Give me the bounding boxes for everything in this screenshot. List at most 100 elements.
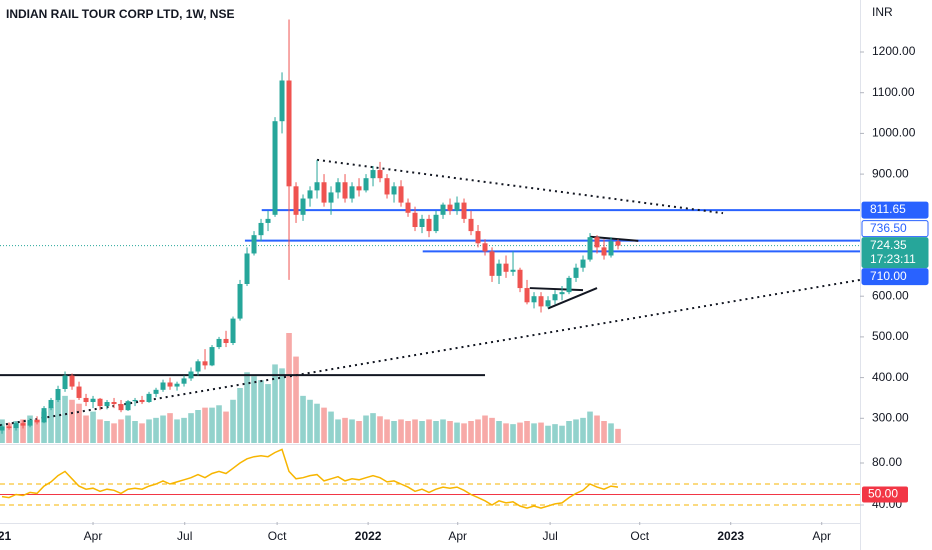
volume-bar: [265, 384, 271, 443]
volume-bar: [314, 403, 320, 443]
candle-body: [475, 231, 481, 244]
volume-bar: [62, 395, 68, 443]
candle-body: [594, 237, 600, 248]
chart-title: INDIAN RAIL TOUR CORP LTD, 1W, NSE: [6, 7, 234, 21]
volume-bar: [188, 413, 194, 443]
candle-body: [76, 386, 82, 398]
candle-body: [510, 269, 516, 272]
volume-bar: [587, 411, 593, 443]
candle-body: [461, 202, 467, 219]
price-pane: [0, 19, 860, 443]
candle-body: [468, 218, 474, 232]
volume-bar: [377, 416, 383, 443]
volume-bar: [223, 411, 229, 443]
rsi-tick-label: 80.00: [872, 455, 902, 469]
candle-body: [202, 361, 208, 366]
volume-bar: [251, 376, 257, 443]
candle-body: [237, 283, 243, 319]
candle-body: [454, 202, 460, 211]
candle-body: [377, 170, 383, 179]
candle-body: [195, 361, 201, 372]
volume-bar: [104, 421, 110, 443]
volume-bar: [517, 422, 523, 443]
volume-bar: [496, 421, 502, 443]
candle-body: [223, 338, 229, 344]
candle-body: [111, 402, 117, 405]
x-tick-label: 2021: [0, 529, 11, 543]
y-tick-label: 900.00: [872, 166, 909, 180]
trend-line: [529, 287, 584, 292]
volume-bar: [237, 388, 243, 443]
volume-bar: [433, 421, 439, 443]
candle-body: [517, 269, 523, 289]
candle-body: [531, 296, 537, 303]
volume-bar: [531, 423, 537, 443]
trend-line: [547, 287, 598, 310]
candle-body: [433, 214, 439, 232]
volume-bar: [608, 423, 614, 443]
volume-bar: [300, 395, 306, 443]
candle-body: [13, 423, 19, 429]
candle-body: [139, 399, 145, 403]
price-label-box: [861, 237, 929, 269]
candle-body: [412, 212, 418, 228]
candle-body: [482, 243, 488, 252]
x-tick-label: Apr: [448, 529, 467, 543]
y-tick-label: 600.00: [872, 288, 909, 302]
volume-bar: [538, 422, 544, 443]
x-tick-label: Jul: [177, 529, 192, 543]
y-tick-label: 1100.00: [872, 85, 915, 99]
candle-body: [34, 419, 40, 423]
volume-bar: [594, 415, 600, 443]
volume-bar: [328, 411, 334, 443]
candle-body: [174, 383, 180, 387]
volume-bar: [181, 417, 187, 443]
candle-body: [496, 263, 502, 276]
candle-body: [384, 178, 390, 195]
candle-body: [286, 80, 292, 187]
candle-body: [27, 419, 33, 426]
volume-bar: [454, 422, 460, 443]
volume-bar: [118, 419, 124, 443]
candle-body: [251, 235, 257, 254]
x-tick-label: 2023: [717, 529, 744, 543]
volume-bar: [69, 399, 75, 443]
volume-bar: [286, 333, 292, 443]
candle-body: [97, 398, 103, 407]
volume-bar: [230, 399, 236, 443]
volume-bar: [55, 399, 61, 443]
candle-body: [321, 182, 327, 203]
candle-body: [503, 263, 509, 272]
candle-body: [0, 426, 5, 431]
candle-body: [160, 382, 166, 390]
candle-body: [356, 186, 362, 191]
volume-bar: [83, 415, 89, 443]
volume-bar: [139, 423, 145, 443]
candle-body: [398, 186, 404, 203]
candle-body: [300, 198, 306, 215]
volume-bar: [503, 423, 509, 443]
candle-body: [587, 237, 593, 260]
candle-body: [328, 192, 334, 203]
volume-bar: [111, 423, 117, 443]
volume-bar: [90, 411, 96, 443]
candle-body: [244, 253, 250, 284]
candle-body: [580, 259, 586, 268]
volume-bar: [41, 411, 47, 443]
x-tick-label: 2022: [355, 529, 382, 543]
volume-bar: [447, 421, 453, 443]
candle-body: [538, 296, 544, 307]
candle-body: [426, 218, 432, 232]
volume-bar: [601, 421, 607, 443]
volume-bar: [468, 421, 474, 443]
candle-body: [20, 423, 26, 426]
x-tick-label: Apr: [84, 529, 103, 543]
candle-body: [293, 186, 299, 215]
volume-bar: [566, 421, 572, 443]
volume-bar: [279, 368, 285, 443]
candle-body: [90, 398, 96, 403]
volume-bar: [552, 424, 558, 443]
y-tick-label: 400.00: [872, 370, 909, 384]
